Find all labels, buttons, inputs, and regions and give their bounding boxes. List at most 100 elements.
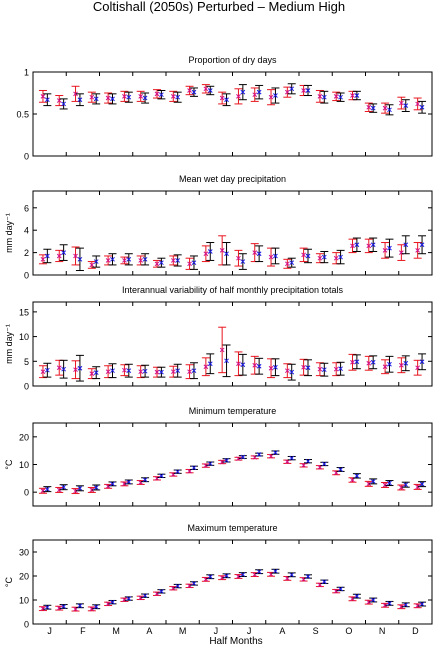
data-point <box>382 248 388 253</box>
data-point <box>138 595 144 601</box>
data-point <box>122 94 127 99</box>
data-point <box>366 104 372 110</box>
data-point <box>110 96 115 102</box>
point-marker <box>191 368 197 374</box>
y-tick-label: 5 <box>24 357 29 367</box>
data-point <box>89 487 95 493</box>
data-point <box>366 360 372 366</box>
point-marker <box>301 88 306 93</box>
point-marker <box>207 461 213 467</box>
data-point <box>403 602 409 608</box>
data-point <box>207 88 213 93</box>
point-marker <box>93 604 99 610</box>
point-marker <box>301 364 306 370</box>
point-marker <box>138 595 144 601</box>
data-point <box>366 481 372 487</box>
point-marker <box>203 463 209 468</box>
point-marker <box>399 604 404 610</box>
data-point <box>273 450 278 455</box>
point-marker <box>289 572 295 578</box>
point-marker <box>354 473 360 479</box>
data-point <box>44 486 50 492</box>
data-point <box>387 107 392 113</box>
plot-frame <box>32 539 433 625</box>
data-point <box>419 242 425 248</box>
data-point <box>419 601 425 607</box>
point-marker <box>142 593 148 599</box>
point-marker <box>170 94 176 99</box>
point-marker <box>170 585 176 591</box>
data-point <box>191 89 197 95</box>
point-marker <box>301 252 306 258</box>
point-marker <box>122 597 127 603</box>
data-point <box>89 371 95 377</box>
data-point <box>382 602 388 608</box>
point-marker <box>354 359 360 365</box>
data-point <box>126 94 132 100</box>
data-point <box>110 368 115 374</box>
data-point <box>191 368 197 374</box>
data-point <box>142 477 148 483</box>
data-point <box>256 452 262 457</box>
data-point <box>333 94 339 99</box>
x-axis-label: Half Months <box>209 636 262 647</box>
data-point <box>252 362 258 368</box>
point-marker <box>187 88 192 93</box>
data-point <box>187 583 192 589</box>
point-marker <box>399 100 404 106</box>
data-point <box>268 453 274 459</box>
data-point <box>175 368 181 374</box>
data-point <box>370 242 376 248</box>
data-point <box>207 249 213 254</box>
point-marker <box>110 368 115 374</box>
data-point <box>252 250 258 255</box>
y-tick-label: 20 <box>19 432 29 442</box>
data-point <box>317 255 323 261</box>
data-point <box>170 94 176 99</box>
point-marker <box>122 481 127 487</box>
x-tick-label: M <box>179 626 187 636</box>
point-marker <box>403 103 409 108</box>
point-marker <box>317 94 323 99</box>
x-tick-label: N <box>379 626 386 636</box>
point-marker <box>370 359 376 365</box>
chart-panel-4: Minimum temperature 0 10 20 °C <box>4 406 433 507</box>
point-marker <box>399 485 404 490</box>
point-marker <box>338 586 343 592</box>
point-marker <box>142 256 148 262</box>
point-marker <box>89 487 95 493</box>
series-2 <box>43 235 427 272</box>
point-marker <box>142 95 148 101</box>
point-marker <box>191 89 197 95</box>
data-point <box>273 253 278 259</box>
point-marker <box>203 86 209 92</box>
point-marker <box>419 359 425 365</box>
point-marker <box>207 88 213 93</box>
point-marker <box>256 89 262 95</box>
chart-title: Interannual variability of half monthly … <box>122 285 344 295</box>
data-point <box>289 455 295 461</box>
chart-panel-3: Interannual variability of half monthly … <box>4 285 433 392</box>
point-marker <box>40 256 46 262</box>
data-point <box>317 94 323 99</box>
data-point <box>89 94 95 100</box>
data-point <box>159 369 164 375</box>
point-marker <box>321 94 327 100</box>
point-marker <box>159 473 164 479</box>
y-axis-label: mm day⁻¹ <box>4 324 14 364</box>
data-point <box>207 574 213 580</box>
point-marker <box>370 242 376 248</box>
point-marker <box>240 572 246 577</box>
data-point <box>154 591 160 597</box>
data-point <box>350 243 355 249</box>
point-marker <box>387 361 392 367</box>
data-point <box>240 454 246 460</box>
point-marker <box>273 93 278 98</box>
point-marker <box>236 94 241 99</box>
point-marker <box>268 365 274 371</box>
point-marker <box>126 256 132 262</box>
series-2 <box>43 450 427 493</box>
point-marker <box>207 249 213 254</box>
point-marker <box>240 454 246 460</box>
point-marker <box>289 369 295 375</box>
